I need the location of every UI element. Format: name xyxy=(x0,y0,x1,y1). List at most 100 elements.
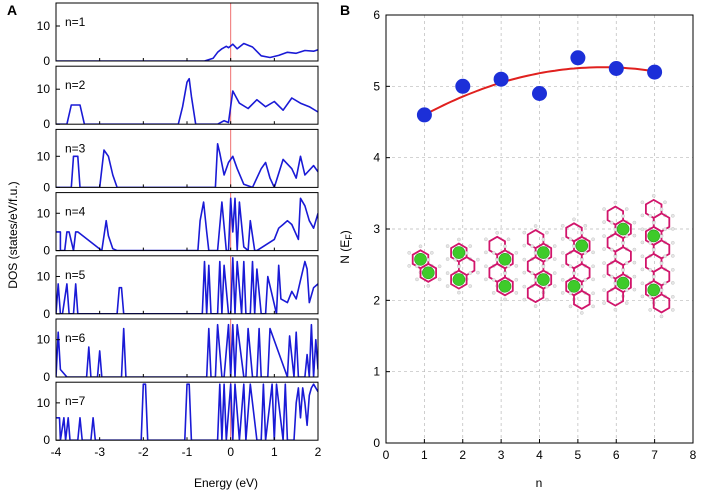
hydrogen-atom xyxy=(429,250,434,255)
hydrogen-atom xyxy=(610,247,614,252)
hydrogen-atom xyxy=(530,271,534,275)
x-tick-label: -1 xyxy=(182,445,193,459)
hydrogen-atom xyxy=(621,214,625,218)
hydrogen-atom xyxy=(640,267,645,272)
hydrogen-atom xyxy=(621,268,625,272)
y-tick-label: 0 xyxy=(373,436,380,450)
hydrogen-atom xyxy=(545,297,549,302)
hydrogen-atom xyxy=(659,288,664,293)
y-tick-label: 4 xyxy=(373,151,380,165)
calcium-atom xyxy=(537,246,550,259)
hydrogen-atom xyxy=(663,254,667,259)
dos-panel-n3: 0 10 n=3 xyxy=(37,128,319,194)
carbon-ring xyxy=(652,293,671,314)
y-tick-label: 10 xyxy=(37,82,51,96)
y-tick-label: 0 xyxy=(43,244,50,258)
y-tick-label: 0 xyxy=(43,307,50,321)
hydrogen-atom xyxy=(659,207,664,212)
hydrogen-atom xyxy=(613,200,618,205)
structure-n4 xyxy=(522,224,557,308)
hydrogen-atom xyxy=(568,237,573,242)
hydrogen-atom xyxy=(640,213,645,218)
dos-curve xyxy=(56,143,318,188)
hydrogen-atom xyxy=(522,284,527,289)
hydrogen-atom xyxy=(476,257,480,262)
structure-n1 xyxy=(407,244,442,288)
dos-panel-label: n=3 xyxy=(65,141,86,155)
hydrogen-atom xyxy=(468,271,473,275)
hydrogen-atom xyxy=(560,264,565,268)
hydrogen-atom xyxy=(591,304,595,309)
hydrogen-atom xyxy=(663,227,667,232)
hydrogen-atom xyxy=(580,257,584,262)
x-tick-label: 8 xyxy=(690,448,697,462)
y-tick-label: 10 xyxy=(37,206,51,220)
dos-panel-label: n=2 xyxy=(65,78,86,92)
x-tick-label: 2 xyxy=(459,448,466,462)
hydrogen-atom xyxy=(503,297,507,302)
dos-panel-frame xyxy=(55,2,319,62)
dos-panel-frame xyxy=(55,65,319,125)
hydrogen-atom xyxy=(552,284,557,288)
calcium-atom xyxy=(575,239,589,253)
hydrogen-atom xyxy=(491,291,496,295)
hydrogen-atom xyxy=(583,223,588,228)
hydrogen-atom xyxy=(552,257,557,261)
panel-b-label: B xyxy=(340,2,350,18)
data-point xyxy=(570,50,586,66)
hydrogen-atom xyxy=(624,301,629,305)
dos-panel-n2: 0 10 n=2 xyxy=(37,65,319,131)
hydrogen-atom xyxy=(613,281,618,286)
structure-n2 xyxy=(445,237,480,295)
hydrogen-atom xyxy=(541,264,546,269)
hydrogen-atom xyxy=(640,254,645,259)
dos-curve xyxy=(56,77,318,125)
hydrogen-atom xyxy=(568,291,573,296)
gridlines xyxy=(386,15,693,443)
hydrogen-atom xyxy=(522,230,527,235)
hydrogen-atom xyxy=(651,220,656,225)
hydrogen-atom xyxy=(580,311,584,315)
hydrogen-atom xyxy=(506,237,511,242)
hydrogen-atom xyxy=(476,270,480,275)
hydrogen-atom xyxy=(426,257,431,262)
calcium-atom xyxy=(452,273,466,286)
hydrogen-atom xyxy=(552,244,557,248)
x-tick-label: 1 xyxy=(421,448,428,462)
hydrogen-atom xyxy=(495,230,500,235)
dos-panel-label: n=7 xyxy=(65,394,86,408)
carbon-ring xyxy=(526,283,545,304)
hydrogen-atom xyxy=(514,291,519,295)
hydrogen-atom xyxy=(671,281,675,285)
hydrogen-atom xyxy=(484,250,488,255)
data-point xyxy=(493,71,509,87)
hydrogen-atom xyxy=(468,244,473,248)
hydrogen-atom xyxy=(514,250,519,255)
hydrogen-atom xyxy=(457,290,461,295)
hydrogen-atom xyxy=(572,217,576,222)
panel-b-frame xyxy=(385,14,694,444)
y-tick-label: 1 xyxy=(373,365,380,379)
hydrogen-atom xyxy=(651,247,656,252)
hydrogen-atom xyxy=(560,223,565,228)
hydrogen-atom xyxy=(457,264,461,269)
hydrogen-atom xyxy=(640,200,645,205)
data-point xyxy=(416,107,432,123)
hydrogen-atom xyxy=(663,200,667,205)
dos-curve xyxy=(56,323,318,377)
data-point xyxy=(608,61,624,76)
dos-panel-label: n=1 xyxy=(65,15,86,29)
hydrogen-atom xyxy=(533,251,538,255)
carbon-ring xyxy=(573,289,591,310)
hydrogen-atom xyxy=(533,304,538,308)
hydrogen-atom xyxy=(407,250,412,255)
hydrogen-atom xyxy=(671,213,675,218)
hydrogen-atom xyxy=(407,264,412,268)
hydrogen-atom xyxy=(648,240,653,245)
x-tick-label: -3 xyxy=(94,445,105,459)
hydrogen-atom xyxy=(632,260,637,265)
y-tick-label: 10 xyxy=(37,149,51,163)
hydrogen-atom xyxy=(506,264,511,269)
dos-curve xyxy=(56,383,318,441)
hydrogen-atom xyxy=(457,237,461,242)
